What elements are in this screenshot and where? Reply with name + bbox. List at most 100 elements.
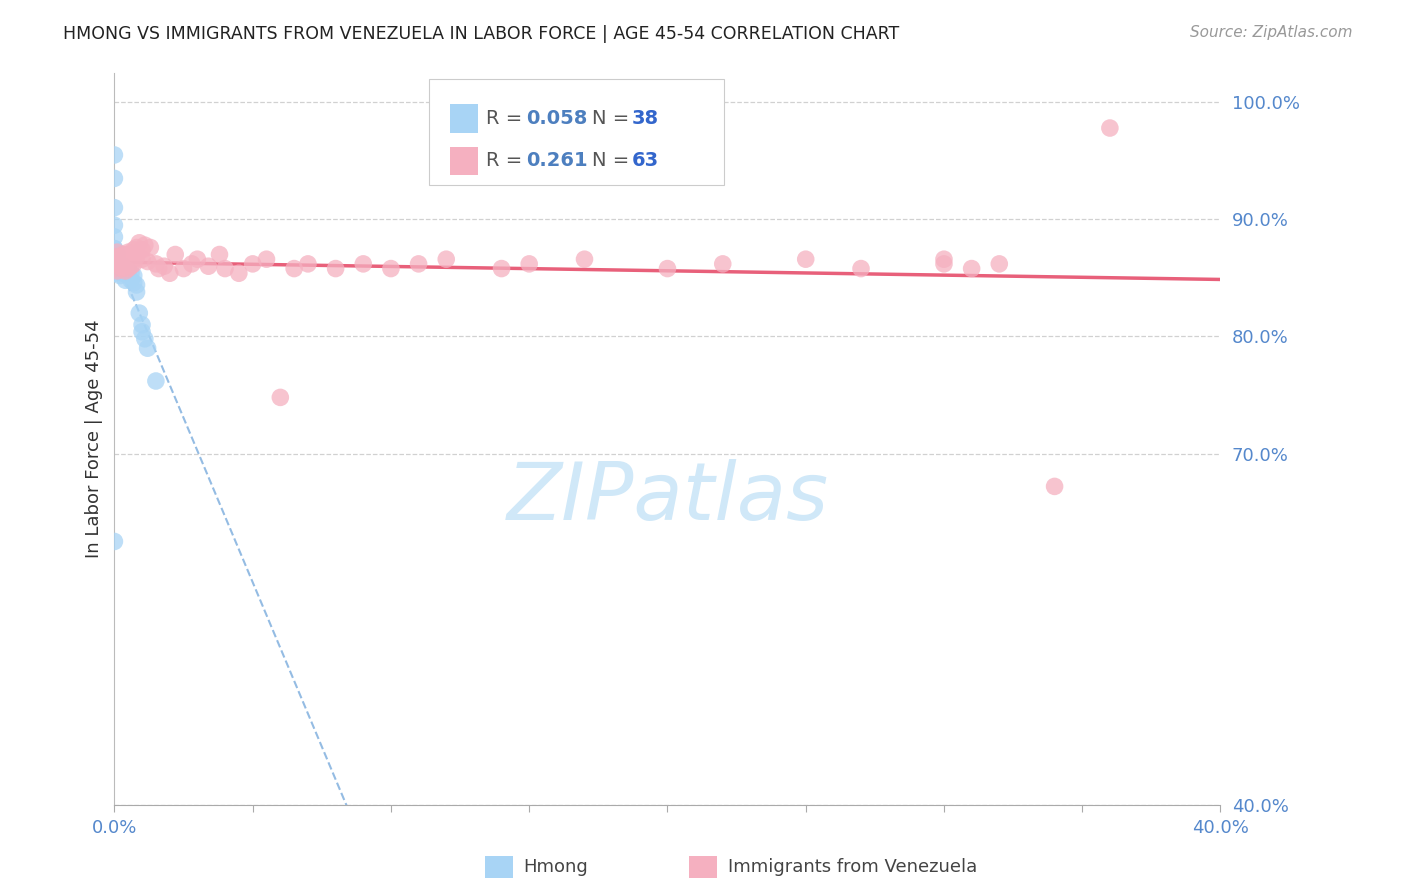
- Point: [136, 254, 159, 268]
- Point: [574, 252, 596, 267]
- Point: [434, 252, 457, 267]
- Point: [120, 273, 142, 287]
- Point: [114, 266, 136, 280]
- Point: [114, 247, 136, 261]
- Point: [103, 148, 125, 162]
- Point: [105, 261, 128, 276]
- Point: [117, 252, 139, 267]
- Point: [408, 257, 430, 271]
- Point: [117, 245, 139, 260]
- Point: [125, 285, 148, 299]
- Point: [159, 266, 181, 280]
- Point: [242, 257, 264, 271]
- Point: [228, 266, 250, 280]
- Point: [256, 252, 278, 267]
- Text: N =: N =: [592, 109, 636, 128]
- Point: [105, 257, 128, 271]
- Point: [122, 257, 145, 271]
- Point: [111, 261, 134, 276]
- Point: [136, 341, 159, 355]
- Point: [131, 243, 153, 257]
- Point: [125, 250, 148, 264]
- Point: [173, 261, 195, 276]
- Point: [145, 257, 167, 271]
- Point: [120, 250, 142, 264]
- Text: 63: 63: [631, 152, 658, 170]
- Point: [120, 259, 142, 273]
- Point: [103, 242, 125, 256]
- Point: [105, 247, 128, 261]
- Text: Hmong: Hmong: [523, 858, 588, 876]
- Point: [297, 257, 319, 271]
- Point: [711, 257, 734, 271]
- Point: [111, 266, 134, 280]
- Point: [108, 264, 131, 278]
- Point: [114, 273, 136, 287]
- Point: [180, 257, 202, 271]
- Point: [108, 259, 131, 273]
- Point: [114, 257, 136, 271]
- Point: [134, 238, 156, 252]
- Point: [105, 254, 128, 268]
- Point: [186, 252, 208, 267]
- Text: 0.261: 0.261: [526, 152, 588, 170]
- Point: [491, 261, 513, 276]
- Point: [269, 391, 291, 405]
- Point: [117, 261, 139, 276]
- Point: [103, 266, 125, 280]
- Point: [117, 264, 139, 278]
- Point: [517, 257, 540, 271]
- Point: [153, 259, 176, 273]
- Point: [197, 259, 219, 273]
- Point: [111, 259, 134, 273]
- Point: [122, 243, 145, 257]
- Text: N =: N =: [592, 152, 636, 170]
- Point: [131, 325, 153, 339]
- Point: [114, 264, 136, 278]
- Point: [1043, 479, 1066, 493]
- Point: [131, 318, 153, 332]
- Point: [103, 230, 125, 244]
- Point: [283, 261, 305, 276]
- Point: [352, 257, 374, 271]
- Point: [214, 261, 236, 276]
- Text: 0.058: 0.058: [526, 109, 588, 128]
- Point: [103, 534, 125, 549]
- Point: [145, 374, 167, 388]
- Point: [103, 201, 125, 215]
- Point: [131, 252, 153, 267]
- Point: [117, 268, 139, 283]
- Point: [120, 266, 142, 280]
- Point: [103, 219, 125, 233]
- Point: [108, 268, 131, 283]
- Text: HMONG VS IMMIGRANTS FROM VENEZUELA IN LABOR FORCE | AGE 45-54 CORRELATION CHART: HMONG VS IMMIGRANTS FROM VENEZUELA IN LA…: [63, 25, 900, 43]
- Point: [128, 306, 150, 320]
- Point: [111, 247, 134, 261]
- Point: [988, 257, 1011, 271]
- Point: [139, 240, 162, 254]
- Point: [849, 261, 872, 276]
- Point: [103, 250, 125, 264]
- Point: [125, 240, 148, 254]
- Point: [103, 247, 125, 261]
- Point: [165, 247, 187, 261]
- Point: [103, 252, 125, 267]
- Point: [380, 261, 402, 276]
- Point: [325, 261, 347, 276]
- Y-axis label: In Labor Force | Age 45-54: In Labor Force | Age 45-54: [86, 319, 103, 558]
- Point: [125, 277, 148, 292]
- Point: [103, 261, 125, 276]
- Point: [932, 257, 955, 271]
- Point: [134, 332, 156, 346]
- Point: [657, 261, 679, 276]
- Point: [1098, 121, 1121, 136]
- Text: R =: R =: [486, 152, 536, 170]
- Point: [105, 264, 128, 278]
- Text: ZIPatlas: ZIPatlas: [506, 458, 828, 536]
- Point: [103, 257, 125, 271]
- Point: [108, 250, 131, 264]
- Point: [148, 261, 170, 276]
- Point: [114, 261, 136, 276]
- Point: [103, 171, 125, 186]
- Text: R =: R =: [486, 109, 529, 128]
